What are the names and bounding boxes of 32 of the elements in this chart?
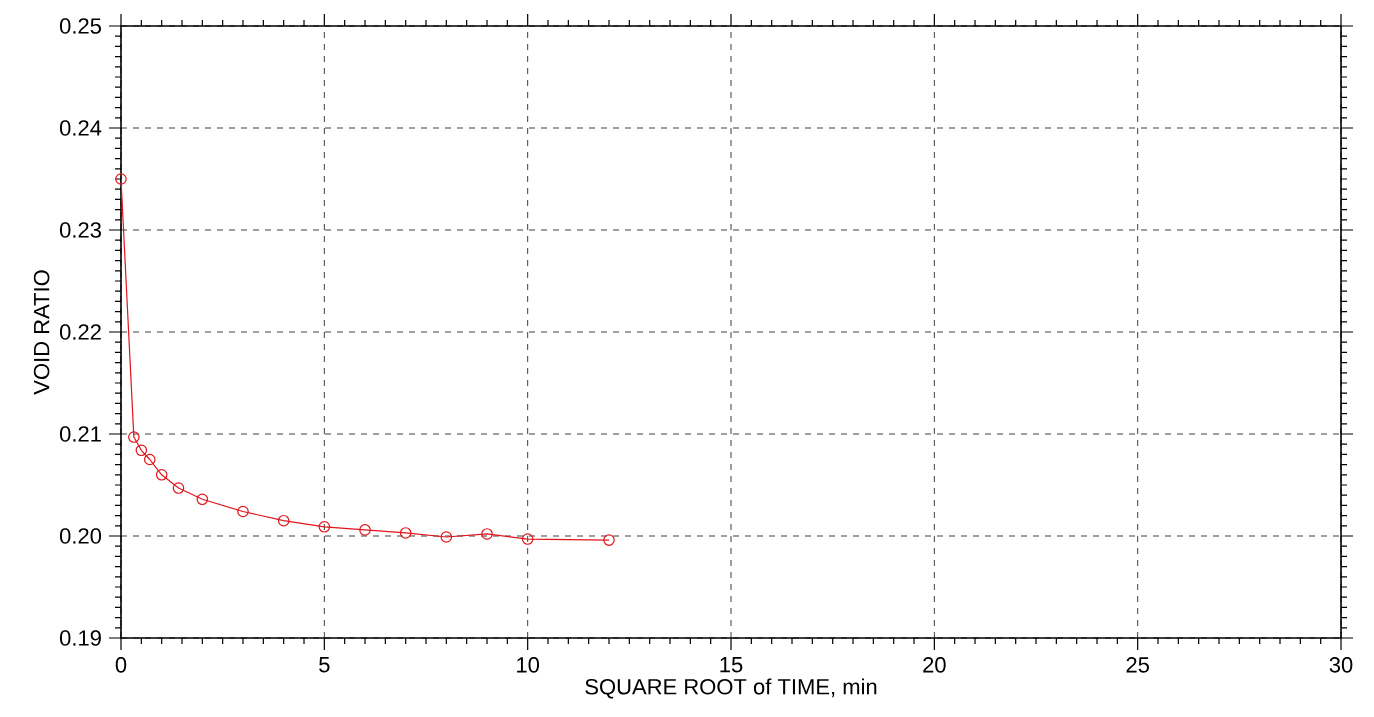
y-axis-title: VOID RATIO: [33, 270, 50, 395]
x-tick-label: 0: [115, 657, 127, 673]
point: [128, 431, 140, 443]
point: [155, 469, 168, 481]
x-tick-label: 30: [1329, 657, 1353, 673]
point: [359, 524, 371, 536]
point: [277, 514, 290, 527]
point: [237, 505, 249, 518]
point: [603, 534, 615, 546]
x-tick-label: 25: [1126, 657, 1149, 673]
y-tick-label: 0.25: [59, 18, 101, 34]
x-tick-label: 20: [923, 657, 946, 673]
point: [115, 173, 127, 185]
x-axis-title: SQUARE ROOT of TIME, min: [585, 678, 877, 699]
y-tick-label: 0.24: [59, 120, 102, 136]
point: [135, 444, 148, 457]
point: [143, 453, 156, 466]
point: [172, 482, 185, 494]
point: [521, 533, 534, 545]
y-tick-label: 0.20: [59, 528, 102, 544]
point: [481, 528, 493, 540]
y-tick-label: 0.22: [59, 324, 101, 340]
point: [440, 531, 453, 543]
x-tick-label: 15: [720, 657, 743, 673]
y-tick-label: 0.19: [59, 630, 101, 646]
point: [318, 521, 331, 533]
y-tick-label: 0.23: [59, 222, 101, 238]
x-tick-label: 5: [319, 657, 330, 673]
point: [196, 493, 209, 506]
point: [399, 527, 412, 539]
x-tick-label: 10: [517, 657, 540, 673]
y-tick-label: 0.21: [59, 426, 101, 442]
